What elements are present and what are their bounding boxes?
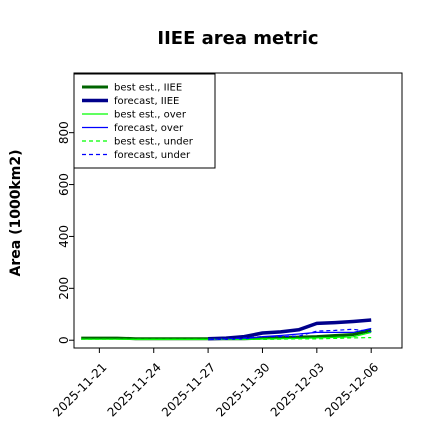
x-tick-label: 2025-12-06 xyxy=(322,360,381,419)
x-tick-label: 2025-11-27 xyxy=(159,360,218,419)
chart-title: IIEE area metric xyxy=(157,28,318,49)
x-tick-label: 2025-12-03 xyxy=(268,360,327,419)
series-line-4 xyxy=(81,337,372,340)
y-axis: 0 200 400 600 800 xyxy=(57,121,74,344)
x-tick-label: 2025-11-21 xyxy=(50,360,109,419)
y-tick-label: 200 xyxy=(57,277,71,300)
series-line-1 xyxy=(208,318,372,341)
legend-label: best est., under xyxy=(114,137,194,148)
x-tick-label: 2025-11-24 xyxy=(105,360,164,419)
series-line-5 xyxy=(208,328,372,340)
legend-label: best est., IIEE xyxy=(114,83,182,94)
legend-label: forecast, under xyxy=(114,150,191,161)
legend-box xyxy=(73,73,216,169)
x-tick-label: 2025-11-30 xyxy=(213,360,272,419)
y-tick-label: 0 xyxy=(57,336,71,344)
y-tick-label: 800 xyxy=(57,121,71,144)
plot-frame xyxy=(73,72,403,349)
y-tick-label: 400 xyxy=(57,225,71,248)
legend-label: best est., over xyxy=(114,110,187,121)
y-axis-label: Area (1000km2) xyxy=(8,150,24,277)
legend: best est., IIEE forecast, IIEE best est., … xyxy=(73,73,216,169)
x-axis: 2025-11-212025-11-242025-11-272025-11-30… xyxy=(50,348,381,419)
legend-label: forecast, over xyxy=(114,123,184,134)
legend-label: forecast, IIEE xyxy=(114,96,179,107)
series-layer xyxy=(81,318,372,341)
y-tick-label: 600 xyxy=(57,173,71,196)
